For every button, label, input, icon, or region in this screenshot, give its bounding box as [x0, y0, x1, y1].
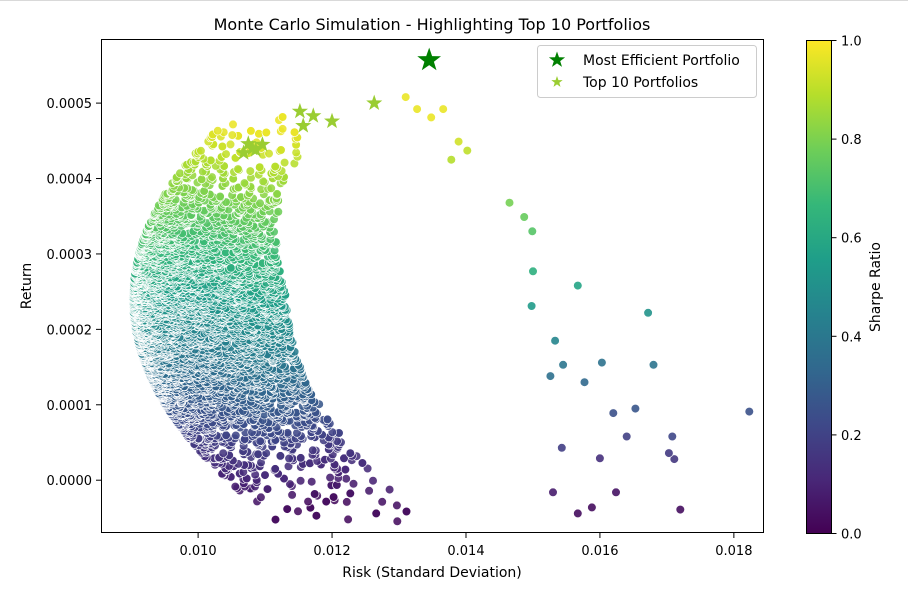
portfolio-point [260, 470, 270, 480]
portfolio-point [284, 453, 294, 464]
portfolio-point [270, 514, 281, 525]
portfolio-point [307, 477, 317, 487]
portfolio-point [285, 479, 295, 489]
portfolio-point [385, 485, 395, 495]
portfolio-point [401, 506, 412, 517]
portfolio-cloud [128, 112, 412, 526]
portfolio-point [321, 497, 331, 507]
portfolio-point [296, 453, 306, 463]
portfolio-point [255, 436, 265, 446]
portfolio-point [345, 488, 355, 499]
portfolio-point [253, 449, 263, 459]
portfolio-point [310, 489, 320, 499]
portfolio-point [287, 490, 297, 500]
portfolio-point [230, 482, 240, 492]
portfolio-point [231, 430, 241, 441]
portfolio-point [345, 448, 355, 458]
portfolio-point [392, 516, 402, 526]
portfolio-point [368, 476, 378, 486]
portfolio-point [296, 476, 306, 486]
portfolio-point [371, 508, 381, 519]
portfolio-point [348, 479, 359, 489]
portfolio-point [357, 458, 368, 468]
portfolio-point [343, 514, 353, 525]
portfolio-point [218, 448, 228, 458]
portfolio-point [342, 497, 352, 507]
portfolio-point [221, 430, 231, 440]
portfolio-point [325, 473, 335, 483]
portfolio-point [256, 492, 266, 502]
portfolio-point [311, 511, 322, 521]
portfolio-point [392, 500, 402, 511]
portfolio-point [377, 497, 387, 507]
portfolio-point [282, 504, 292, 514]
portfolio-point [308, 445, 318, 455]
portfolio-point [364, 486, 374, 496]
portfolio-point [293, 506, 303, 516]
top-border [0, 0, 908, 1]
portfolio-point [270, 464, 280, 474]
portfolio-point [329, 492, 339, 502]
portfolio-point [303, 497, 313, 507]
portfolio-point [322, 414, 333, 425]
portfolio-point [262, 484, 273, 494]
portfolio-point [341, 474, 351, 484]
portfolio-point [275, 451, 286, 461]
portfolio-point [340, 465, 351, 475]
chart-title: Monte Carlo Simulation - Highlighting To… [214, 15, 651, 34]
